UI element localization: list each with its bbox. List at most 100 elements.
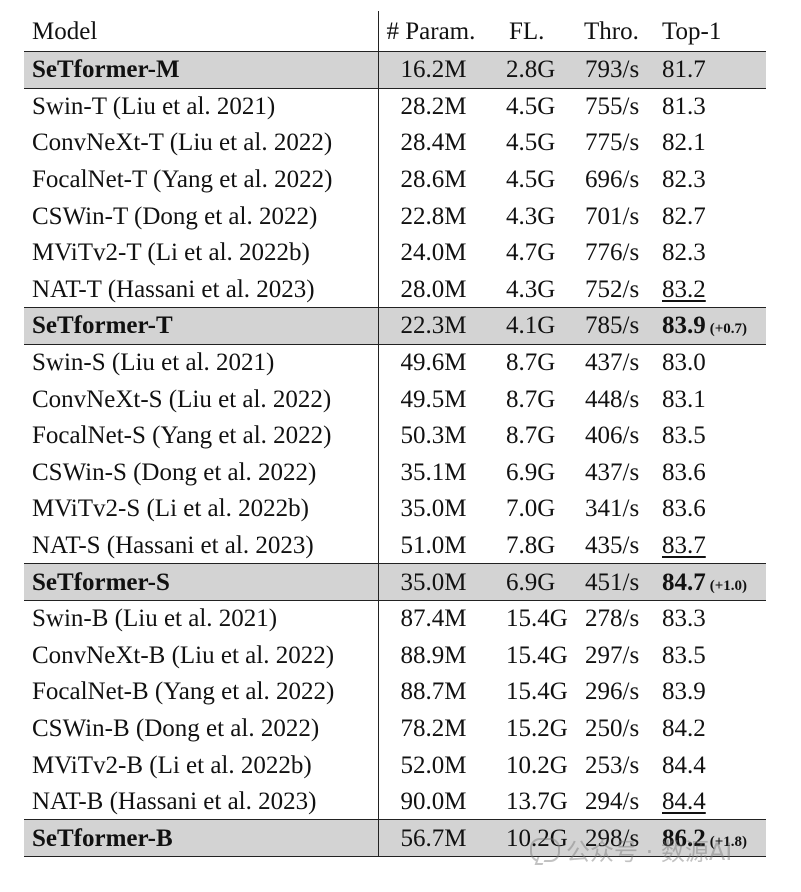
top1-value: 82.3: [662, 239, 706, 267]
cell-model: Swin-T (Liu et al. 2021): [24, 88, 379, 125]
table-row: FocalNet-B (Yang et al. 2022) 88.7M 15.4G 2…: [24, 673, 766, 711]
cell-flops: 4.3G: [506, 202, 556, 230]
top1-value: 83.7: [662, 531, 706, 559]
header-top1: Top-1: [652, 11, 766, 52]
top1-value: 83.9: [662, 678, 706, 706]
cell-throughput: 406/s: [585, 422, 640, 450]
cell-param: 35.1M: [400, 458, 467, 486]
cell-flops: 15.2G: [506, 714, 568, 742]
cell-model: SeTformer-M: [24, 51, 379, 89]
top1-value: 84.7: [662, 568, 706, 596]
top1-value: 86.2: [662, 824, 706, 852]
table-row: NAT-S (Hassani et al. 2023) 51.0M 7.8G 435/…: [24, 527, 766, 564]
table-row: SeTformer-S 35.0M 6.9G 451/s 84.7 (+1.0): [24, 563, 766, 601]
cell-model: SeTformer-B: [24, 819, 379, 858]
cell-model: SeTformer-S: [24, 563, 379, 601]
table-row: NAT-T (Hassani et al. 2023) 28.0M 4.3G 752/…: [24, 271, 766, 308]
table-row: MViTv2-S (Li et al. 2022b) 35.0M 7.0G 341/s…: [24, 490, 766, 528]
cell-model: NAT-B (Hassani et al. 2023): [24, 783, 379, 820]
cell-param: 50.3M: [400, 422, 467, 450]
top1-gain: (+1.8): [709, 833, 748, 850]
cell-throughput: 755/s: [585, 93, 640, 121]
cell-model: FocalNet-S (Yang et al. 2022): [24, 417, 379, 455]
cell-throughput: 775/s: [585, 129, 640, 157]
top1-gain: (+0.7): [709, 321, 748, 338]
cell-throughput: 296/s: [585, 678, 640, 706]
top1-value: 84.4: [662, 751, 706, 779]
cell-model: MViTv2-S (Li et al. 2022b): [24, 490, 379, 528]
cell-top1: 83.9: [652, 674, 766, 711]
cell-top1: 83.7: [652, 527, 766, 564]
cell-param: 16.2M: [378, 51, 486, 89]
cell-top1: 84.4: [652, 783, 766, 820]
cell-throughput: 294/s: [585, 787, 640, 815]
table-row: MViTv2-B (Li et al. 2022b) 52.0M 10.2G 253/…: [24, 746, 766, 784]
cell-top1: 83.0: [652, 344, 766, 381]
cell-param: 78.2M: [400, 714, 467, 742]
cell-model: ConvNeXt-T (Liu et al. 2022): [24, 124, 379, 162]
cell-flops: 15.4G: [506, 641, 568, 669]
cell-throughput: 701/s: [585, 202, 640, 230]
cell-model: ConvNeXt-B (Liu et al. 2022): [24, 637, 379, 674]
cell-throughput: 437/s: [585, 349, 640, 377]
cell-param: 51.0M: [400, 531, 467, 559]
table-row: ConvNeXt-S (Liu et al. 2022) 49.5M 8.7G 448…: [24, 380, 766, 418]
cell-throughput: 437/s: [585, 458, 640, 486]
table-row: NAT-B (Hassani et al. 2023) 90.0M 13.7G 294…: [24, 783, 766, 820]
cell-throughput: 298/s: [576, 819, 652, 858]
top1-value: 83.1: [662, 385, 706, 413]
cell-throughput: 776/s: [585, 239, 640, 267]
cell-flops: 8.7G: [506, 385, 556, 413]
cell-throughput: 696/s: [585, 166, 640, 194]
top1-value: 82.1: [662, 129, 706, 157]
cell-throughput: 250/s: [585, 714, 640, 742]
cell-flops: 13.7G: [506, 787, 568, 815]
top1-value: 84.2: [662, 714, 706, 742]
cell-flops: 4.1G: [486, 307, 576, 345]
cell-model: Swin-B (Liu et al. 2021): [24, 600, 379, 637]
cell-param: 22.8M: [400, 202, 467, 230]
cell-top1: 82.7: [652, 198, 766, 235]
cell-top1: 83.2: [652, 271, 766, 308]
cell-throughput: 448/s: [585, 385, 640, 413]
cell-param: 35.0M: [400, 495, 467, 523]
table-row: FocalNet-T (Yang et al. 2022) 28.6M 4.5G 69…: [24, 161, 766, 198]
cell-param: 24.0M: [400, 239, 467, 267]
table-row: CSWin-T (Dong et al. 2022) 22.8M 4.3G 701/s…: [24, 197, 766, 235]
cell-top1: 83.6: [652, 491, 766, 528]
cell-flops: 15.4G: [506, 605, 568, 633]
cell-model: MViTv2-T (Li et al. 2022b): [24, 234, 379, 272]
cell-top1: 83.5: [652, 417, 766, 454]
table-row: Swin-S (Liu et al. 2021) 49.6M 8.7G 437/s 83…: [24, 344, 766, 381]
top1-value: 81.7: [662, 56, 706, 84]
cell-param: 56.7M: [378, 819, 486, 858]
table-body: SeTformer-M 16.2M 2.8G 793/s 81.7 Swin-T (Liu…: [24, 51, 766, 858]
cell-flops: 10.2G: [486, 819, 576, 858]
cell-top1: 81.7: [652, 51, 766, 89]
table-row: SeTformer-M 16.2M 2.8G 793/s 81.7: [24, 51, 766, 89]
top1-value: 83.2: [662, 275, 706, 303]
table-row: Swin-B (Liu et al. 2021) 87.4M 15.4G 278/s 8…: [24, 600, 766, 637]
cell-param: 49.5M: [400, 385, 467, 413]
table-row: FocalNet-S (Yang et al. 2022) 50.3M 8.7G 40…: [24, 417, 766, 455]
cell-flops: 4.7G: [506, 239, 556, 267]
top1-value: 83.3: [662, 605, 706, 633]
top1-value: 83.6: [662, 495, 706, 523]
cell-model: MViTv2-B (Li et al. 2022b): [24, 746, 379, 784]
cell-model: CSWin-S (Dong et al. 2022): [24, 454, 379, 491]
cell-flops: 15.4G: [506, 678, 568, 706]
cell-param: 22.3M: [378, 307, 486, 345]
cell-model: FocalNet-B (Yang et al. 2022): [24, 673, 379, 711]
cell-throughput: 435/s: [585, 531, 640, 559]
top1-gain: (+1.0): [709, 577, 748, 594]
cell-top1: 83.1: [652, 381, 766, 418]
cell-param: 28.2M: [400, 93, 467, 121]
cell-param: 88.7M: [400, 678, 467, 706]
cell-top1: 82.3: [652, 234, 766, 271]
cell-throughput: 253/s: [585, 751, 640, 779]
table-row: SeTformer-B 56.7M 10.2G 298/s 86.2 (+1.8): [24, 819, 766, 858]
top1-value: 82.3: [662, 166, 706, 194]
cell-throughput: 278/s: [585, 605, 640, 633]
cell-param: 35.0M: [378, 563, 486, 601]
header-flops: FL.: [486, 11, 576, 52]
